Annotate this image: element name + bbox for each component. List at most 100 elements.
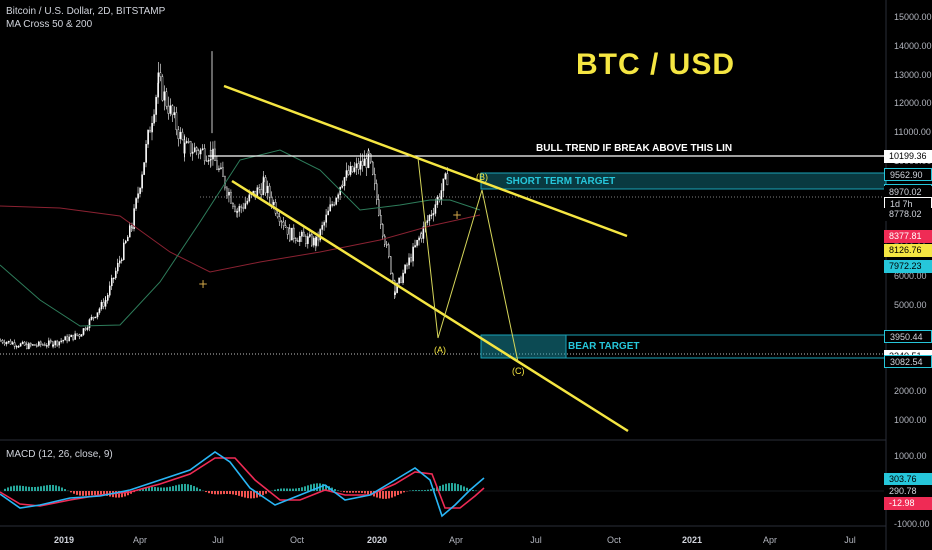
candle-body — [260, 189, 263, 196]
candle-body — [100, 301, 103, 310]
price-axis-tick: 1000.00 — [894, 414, 927, 425]
candle-body — [157, 72, 160, 84]
macd-hist-bar — [223, 491, 225, 495]
candle-body — [42, 344, 44, 346]
candle-body — [104, 300, 107, 302]
macd-hist-bar — [76, 491, 78, 495]
macd-hist-bar — [235, 491, 237, 496]
candle-body — [305, 236, 307, 244]
macd-hist-bar — [52, 484, 54, 491]
candle-body — [404, 264, 406, 274]
candle-body — [240, 206, 243, 208]
time-axis-tick: Jul — [844, 535, 856, 545]
candle-body — [278, 216, 281, 222]
macd-hist-bar — [106, 491, 108, 496]
macd-hist-bar — [121, 491, 123, 498]
macd-hist-bar — [103, 491, 105, 496]
wave-label-c: (C) — [512, 366, 525, 376]
candle-body — [13, 342, 16, 347]
macd-hist-bar — [7, 487, 9, 491]
candle-body — [30, 343, 32, 346]
candle-body — [386, 244, 388, 246]
candle-body — [335, 198, 338, 205]
candle-body — [242, 207, 245, 209]
candle-body — [299, 236, 301, 242]
macd-hist-bar — [85, 491, 87, 496]
time-axis-tick: Apr — [448, 535, 464, 545]
candle-body — [396, 283, 398, 293]
candle-body — [246, 200, 249, 204]
macd-hist-bar — [265, 491, 267, 494]
macd-hist-bar — [100, 491, 102, 495]
macd-axis-tick: -1000.00 — [894, 519, 930, 529]
candle-body — [163, 91, 166, 101]
macd-title[interactable]: MACD (12, 26, close, 9) — [6, 449, 113, 460]
candle-body — [266, 185, 269, 194]
candle-body — [226, 187, 228, 196]
price-tag: 10199.36 — [884, 150, 932, 164]
time-axis-tick: 2019 — [53, 535, 75, 545]
macd-hist-bar — [472, 489, 474, 491]
candle-body — [327, 210, 330, 216]
candle-body — [284, 225, 287, 228]
candle-body — [185, 141, 188, 144]
candle-body — [60, 340, 62, 343]
overlays-group: ++ — [0, 84, 887, 433]
candle-body — [321, 225, 324, 230]
candle-body — [114, 270, 117, 279]
candle-body — [428, 215, 431, 221]
candle-body — [270, 197, 273, 205]
macd-hist-bar — [181, 484, 183, 491]
time-axis-tick: Oct — [289, 535, 305, 545]
macd-hist-bar — [298, 487, 300, 491]
macd-hist-bar — [217, 491, 219, 495]
candles-group — [0, 51, 449, 350]
macd-axis-tick: 1000.00 — [894, 451, 927, 461]
macd-tag: -12.98 — [884, 496, 932, 510]
macd-hist-bar — [55, 485, 57, 491]
candle-body — [303, 231, 305, 237]
candle-body — [32, 344, 34, 346]
candle-body — [141, 174, 143, 189]
time-axis-tick: 2020 — [366, 535, 388, 545]
bear-target-label: BEAR TARGET — [568, 341, 640, 352]
macd-hist-bar — [307, 485, 309, 491]
macd-hist-bar — [310, 484, 312, 491]
symbol-title[interactable]: Bitcoin / U.S. Dollar, 2D, BITSTAMP — [6, 6, 166, 17]
macd-hist-bar — [82, 491, 84, 496]
candle-body — [179, 131, 182, 140]
macd-hist-bar — [73, 491, 75, 494]
macd-hist-bar — [127, 491, 129, 496]
macd-hist-bar — [256, 491, 258, 498]
macd-hist-bar — [19, 485, 21, 491]
ma-cross-marker: + — [198, 277, 208, 291]
candle-body — [363, 158, 366, 166]
candle-body — [370, 153, 372, 163]
macd-hist-bar — [232, 491, 234, 495]
macd-hist-bar — [361, 491, 363, 493]
macd-hist-bar — [58, 486, 60, 491]
candle-body — [228, 191, 230, 196]
indicator-title[interactable]: MA Cross 50 & 200 — [6, 19, 93, 30]
candle-body — [145, 144, 147, 163]
ma200-line — [0, 205, 481, 273]
candle-body — [3, 342, 6, 345]
candle-body — [110, 277, 113, 287]
macd-hist-bar — [238, 491, 240, 496]
candle-body — [149, 129, 151, 133]
candle-body — [5, 342, 8, 345]
macd-hist-bar — [187, 484, 189, 491]
candle-body — [197, 150, 200, 155]
candle-body — [118, 260, 121, 264]
candle-body — [159, 72, 162, 77]
macd-hist-bar — [151, 486, 153, 491]
candle-body — [444, 173, 447, 180]
macd-hist-bar — [337, 490, 339, 491]
price-tag: 3082.54 — [884, 354, 932, 368]
macd-hist-bar — [226, 491, 228, 494]
candle-body — [26, 344, 28, 349]
candle-body — [153, 114, 155, 124]
macd-hist-bar — [205, 491, 207, 493]
candle-body — [232, 203, 234, 207]
